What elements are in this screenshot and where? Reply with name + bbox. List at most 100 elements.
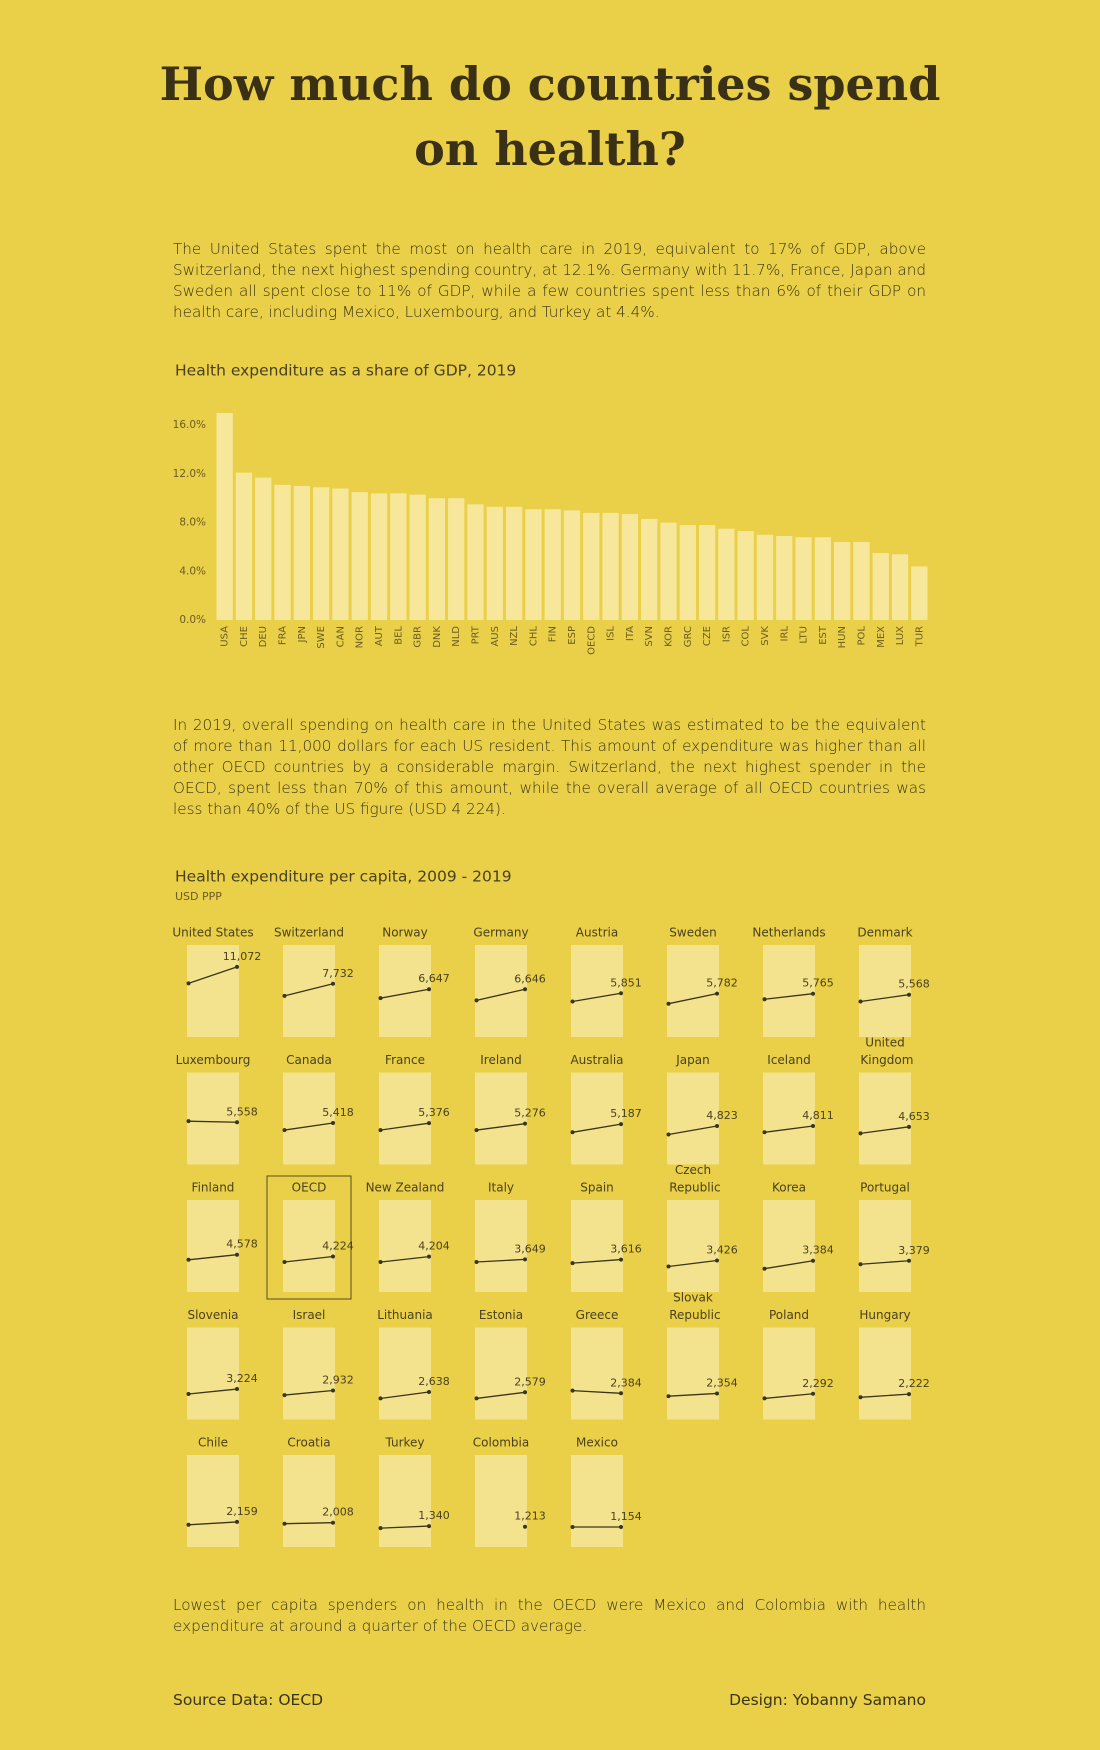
panel (283, 1072, 335, 1165)
y-tick-label: 16.0% (173, 419, 206, 431)
point (523, 987, 527, 992)
x-tick-label: CAN (335, 626, 346, 647)
value-label: 2,159 (226, 1505, 258, 1518)
point (427, 1254, 431, 1259)
bar (776, 535, 793, 620)
value-label: 5,782 (706, 977, 738, 990)
line (188, 1254, 238, 1261)
value-label: 3,384 (802, 1244, 834, 1257)
panel-label: Slovenia (187, 1308, 238, 1322)
point (907, 1124, 911, 1129)
bar (756, 534, 774, 620)
point (619, 1391, 623, 1396)
line (668, 1392, 718, 1397)
x-tick-label: ESP (567, 626, 578, 645)
x-tick-label: EST (818, 625, 829, 645)
panel-label: Spain (580, 1181, 614, 1195)
panel (283, 945, 335, 1037)
point (619, 1257, 623, 1262)
panel (187, 945, 239, 1037)
point (378, 996, 383, 1001)
point (666, 1132, 671, 1137)
point (907, 992, 911, 997)
point (715, 991, 719, 996)
credit: Design: Yobanny Samano (729, 1691, 926, 1709)
value-label: 5,558 (226, 1105, 258, 1118)
x-tick-label: LUX (895, 626, 906, 645)
panel (667, 1200, 719, 1292)
bar-chart: Health expenditure as a share of GDP, 20… (173, 362, 928, 655)
panel (187, 1072, 239, 1165)
point (762, 1130, 767, 1135)
bar (698, 525, 716, 620)
bar (293, 486, 310, 620)
line (572, 1389, 622, 1394)
panel-label: Poland (769, 1308, 809, 1322)
point (474, 1128, 479, 1133)
line (764, 1393, 814, 1400)
point (282, 1521, 287, 1526)
bar (390, 493, 407, 620)
bar (312, 487, 330, 620)
point (762, 997, 767, 1002)
line (380, 1391, 430, 1400)
line (860, 994, 910, 1003)
point (331, 981, 335, 986)
small-multiples-chart: Health expenditure per capita, 2009 - 20… (172, 868, 930, 1547)
panel-label: Australia (570, 1053, 623, 1067)
panel-label: Croatia (287, 1436, 330, 1450)
line (476, 988, 526, 1001)
point (523, 1524, 527, 1529)
bar (641, 518, 658, 620)
value-label: 3,616 (610, 1243, 642, 1256)
point (331, 1120, 335, 1125)
x-tick-label: SWE (316, 626, 327, 649)
bar (235, 472, 253, 620)
x-tick-label: NLD (451, 626, 462, 647)
panel (571, 1200, 623, 1292)
line (860, 1393, 910, 1398)
point (378, 1526, 383, 1531)
bar (795, 537, 812, 620)
bar (332, 488, 349, 620)
bar (891, 554, 909, 620)
line (476, 1123, 526, 1131)
point (427, 1121, 431, 1126)
chart-title: Health expenditure as a share of GDP, 20… (175, 362, 516, 380)
point (715, 1391, 719, 1396)
point (235, 1252, 239, 1257)
bar (834, 542, 851, 620)
value-label: 7,732 (322, 967, 354, 980)
value-label: 2,384 (610, 1376, 642, 1389)
bar (737, 531, 754, 620)
panel (571, 1327, 623, 1420)
intro-text: The United States spent the most on heal… (173, 240, 926, 321)
point (811, 1124, 815, 1129)
value-label: 1,154 (610, 1510, 642, 1523)
value-label: 1,340 (418, 1509, 450, 1522)
line (860, 1260, 910, 1265)
point (331, 1520, 335, 1525)
bar (505, 506, 523, 620)
point (570, 1388, 575, 1393)
y-tick-label: 0.0% (179, 614, 206, 626)
panel-label: Korea (772, 1181, 806, 1195)
value-label: 2,222 (898, 1377, 930, 1390)
bar (602, 512, 619, 620)
point (331, 1388, 335, 1393)
panel-label: Israel (293, 1308, 326, 1322)
panel-label: Italy (488, 1181, 514, 1195)
point (474, 998, 479, 1003)
panel-label: Colombia (473, 1436, 529, 1450)
line (284, 1255, 334, 1263)
point (858, 999, 863, 1004)
point (666, 1001, 671, 1006)
point (282, 993, 287, 998)
panel-label: Lithuania (377, 1308, 433, 1322)
body-text: In 2019, overall spending on health care… (173, 716, 926, 818)
point (619, 1525, 623, 1530)
x-tick-label: NZL (509, 626, 520, 646)
x-tick-label: SVN (644, 626, 655, 647)
bar (216, 413, 233, 620)
